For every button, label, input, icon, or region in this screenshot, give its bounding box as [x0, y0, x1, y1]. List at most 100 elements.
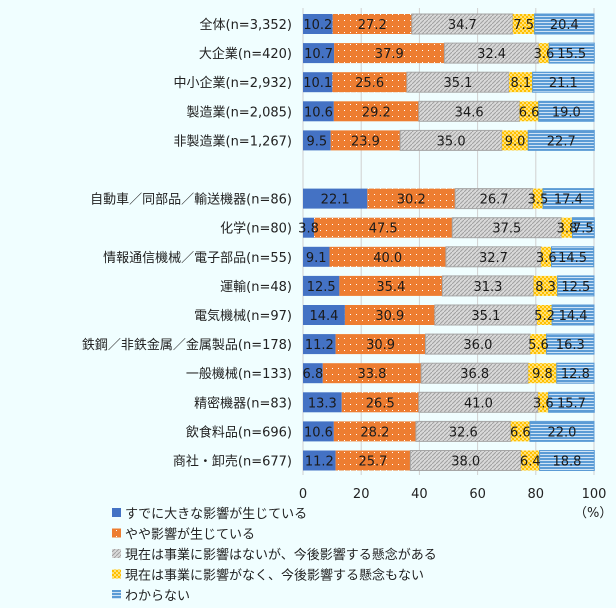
data-label: 8.1 — [510, 76, 531, 91]
bar-segment — [303, 43, 335, 64]
data-label: 38.0 — [451, 455, 480, 470]
x-tick-label: 0 — [299, 487, 307, 502]
bar-segment — [333, 421, 416, 442]
data-label: 32.4 — [477, 47, 506, 62]
legend-item: 現在は事業に影響がなく、今後影響する懸念もない — [112, 568, 424, 584]
legend-item: 現在は事業に影響はないが、今後影響する懸念がある — [112, 547, 437, 563]
data-label: 10.6 — [304, 425, 333, 440]
bar-segment — [532, 188, 544, 209]
bar-segment — [538, 392, 549, 413]
bar-segment — [556, 362, 595, 384]
data-label: 26.5 — [366, 396, 395, 411]
legend-item: わからない — [112, 589, 190, 604]
bar-segment — [530, 334, 547, 355]
bar-segment — [561, 217, 573, 238]
bar-segment — [527, 129, 595, 151]
bar-segment — [548, 391, 595, 413]
data-label: 26.7 — [480, 193, 509, 208]
bar-segment — [322, 363, 422, 384]
bar-segment — [334, 43, 445, 64]
data-label: 8.3 — [535, 280, 556, 295]
data-label: 30.2 — [397, 193, 426, 208]
bar-segment — [303, 130, 331, 151]
legend-swatch — [112, 590, 121, 599]
unit-label: （%） — [574, 506, 612, 521]
bar-segment — [303, 217, 315, 238]
legend-label: 現在は事業に影響がなく、今後影響する懸念もない — [125, 568, 424, 584]
bar-segment — [303, 363, 323, 384]
bar-segment — [335, 334, 426, 355]
data-label: 28.2 — [360, 425, 389, 440]
data-label: 14.4 — [559, 309, 588, 324]
bar-segment — [303, 450, 336, 471]
data-label: 12.5 — [307, 280, 336, 295]
bar-segment — [551, 304, 595, 326]
category-label: 運輸(n=48) — [220, 280, 292, 295]
bar-segment — [509, 72, 533, 93]
data-label: 14.5 — [558, 251, 587, 266]
bar-segment — [367, 188, 456, 209]
data-label: 15.5 — [557, 47, 586, 62]
data-label: 3.6 — [533, 396, 554, 411]
data-label: 31.3 — [473, 280, 502, 295]
bar-segment — [551, 246, 595, 268]
data-label: 7.5 — [513, 18, 534, 33]
data-label: 12.5 — [561, 280, 590, 295]
bar-segment — [303, 305, 345, 325]
data-label: 40.0 — [373, 251, 402, 266]
data-label: 30.9 — [375, 309, 404, 324]
data-label: 36.8 — [460, 367, 489, 382]
data-label: 35.4 — [376, 280, 405, 295]
bar-segment — [341, 392, 419, 413]
legend-label: やや影響が生じている — [125, 527, 255, 543]
bar-segment — [519, 101, 539, 122]
data-label: 11.2 — [305, 455, 334, 470]
category-label: 商社・卸売(n=677) — [173, 454, 292, 470]
data-label: 9.8 — [532, 367, 553, 382]
legend-swatch — [112, 528, 121, 538]
bar-segment — [548, 42, 595, 64]
data-label: 6.4 — [520, 455, 541, 470]
category-label: 非製造業(n=1,267) — [174, 133, 293, 149]
bar-segment — [303, 334, 336, 355]
category-label: 精密機器(n=83) — [194, 395, 292, 411]
data-label: 22.0 — [548, 425, 577, 440]
bar-segment — [339, 275, 443, 296]
bar-segment — [533, 275, 558, 296]
data-label: 35.0 — [437, 134, 466, 149]
legend-item: すでに大きな影響が生じている — [112, 506, 307, 522]
data-label: 41.0 — [464, 396, 493, 411]
bar-segment — [538, 100, 595, 122]
bar-segment — [571, 217, 595, 239]
data-label: 20.4 — [550, 18, 579, 33]
legend-label: すでに大きな影響が生じている — [125, 506, 307, 522]
bar-segment — [303, 392, 342, 413]
x-tick-label: 60 — [469, 487, 486, 502]
data-label: 34.7 — [448, 18, 477, 33]
category-label: 電気機械(n=97) — [194, 308, 292, 324]
legend-label: わからない — [125, 589, 190, 604]
data-label: 11.2 — [305, 338, 334, 353]
bar-segment — [502, 130, 529, 151]
data-label: 33.8 — [357, 367, 386, 382]
bar-segment — [335, 450, 411, 471]
data-label: 32.6 — [449, 425, 478, 440]
data-label: 6.6 — [519, 105, 540, 120]
bar-segment — [329, 246, 446, 267]
data-label: 22.1 — [321, 193, 350, 208]
bar-segment — [303, 101, 334, 122]
bar-segment — [536, 305, 553, 325]
bar-segment — [534, 13, 595, 35]
bar-segment — [418, 100, 521, 122]
data-label: 9.5 — [306, 134, 327, 149]
bar-segment — [528, 363, 557, 384]
category-label: 大企業(n=420) — [199, 46, 292, 62]
data-label: 10.1 — [303, 76, 332, 91]
data-label: 3.8 — [557, 222, 578, 237]
data-label: 18.8 — [552, 455, 581, 470]
data-label: 21.1 — [549, 76, 578, 91]
data-label: 17.4 — [554, 193, 583, 208]
legend-item: やや影響が生じている — [112, 527, 255, 543]
bar-segment — [303, 421, 334, 442]
data-label: 6.6 — [510, 425, 531, 440]
